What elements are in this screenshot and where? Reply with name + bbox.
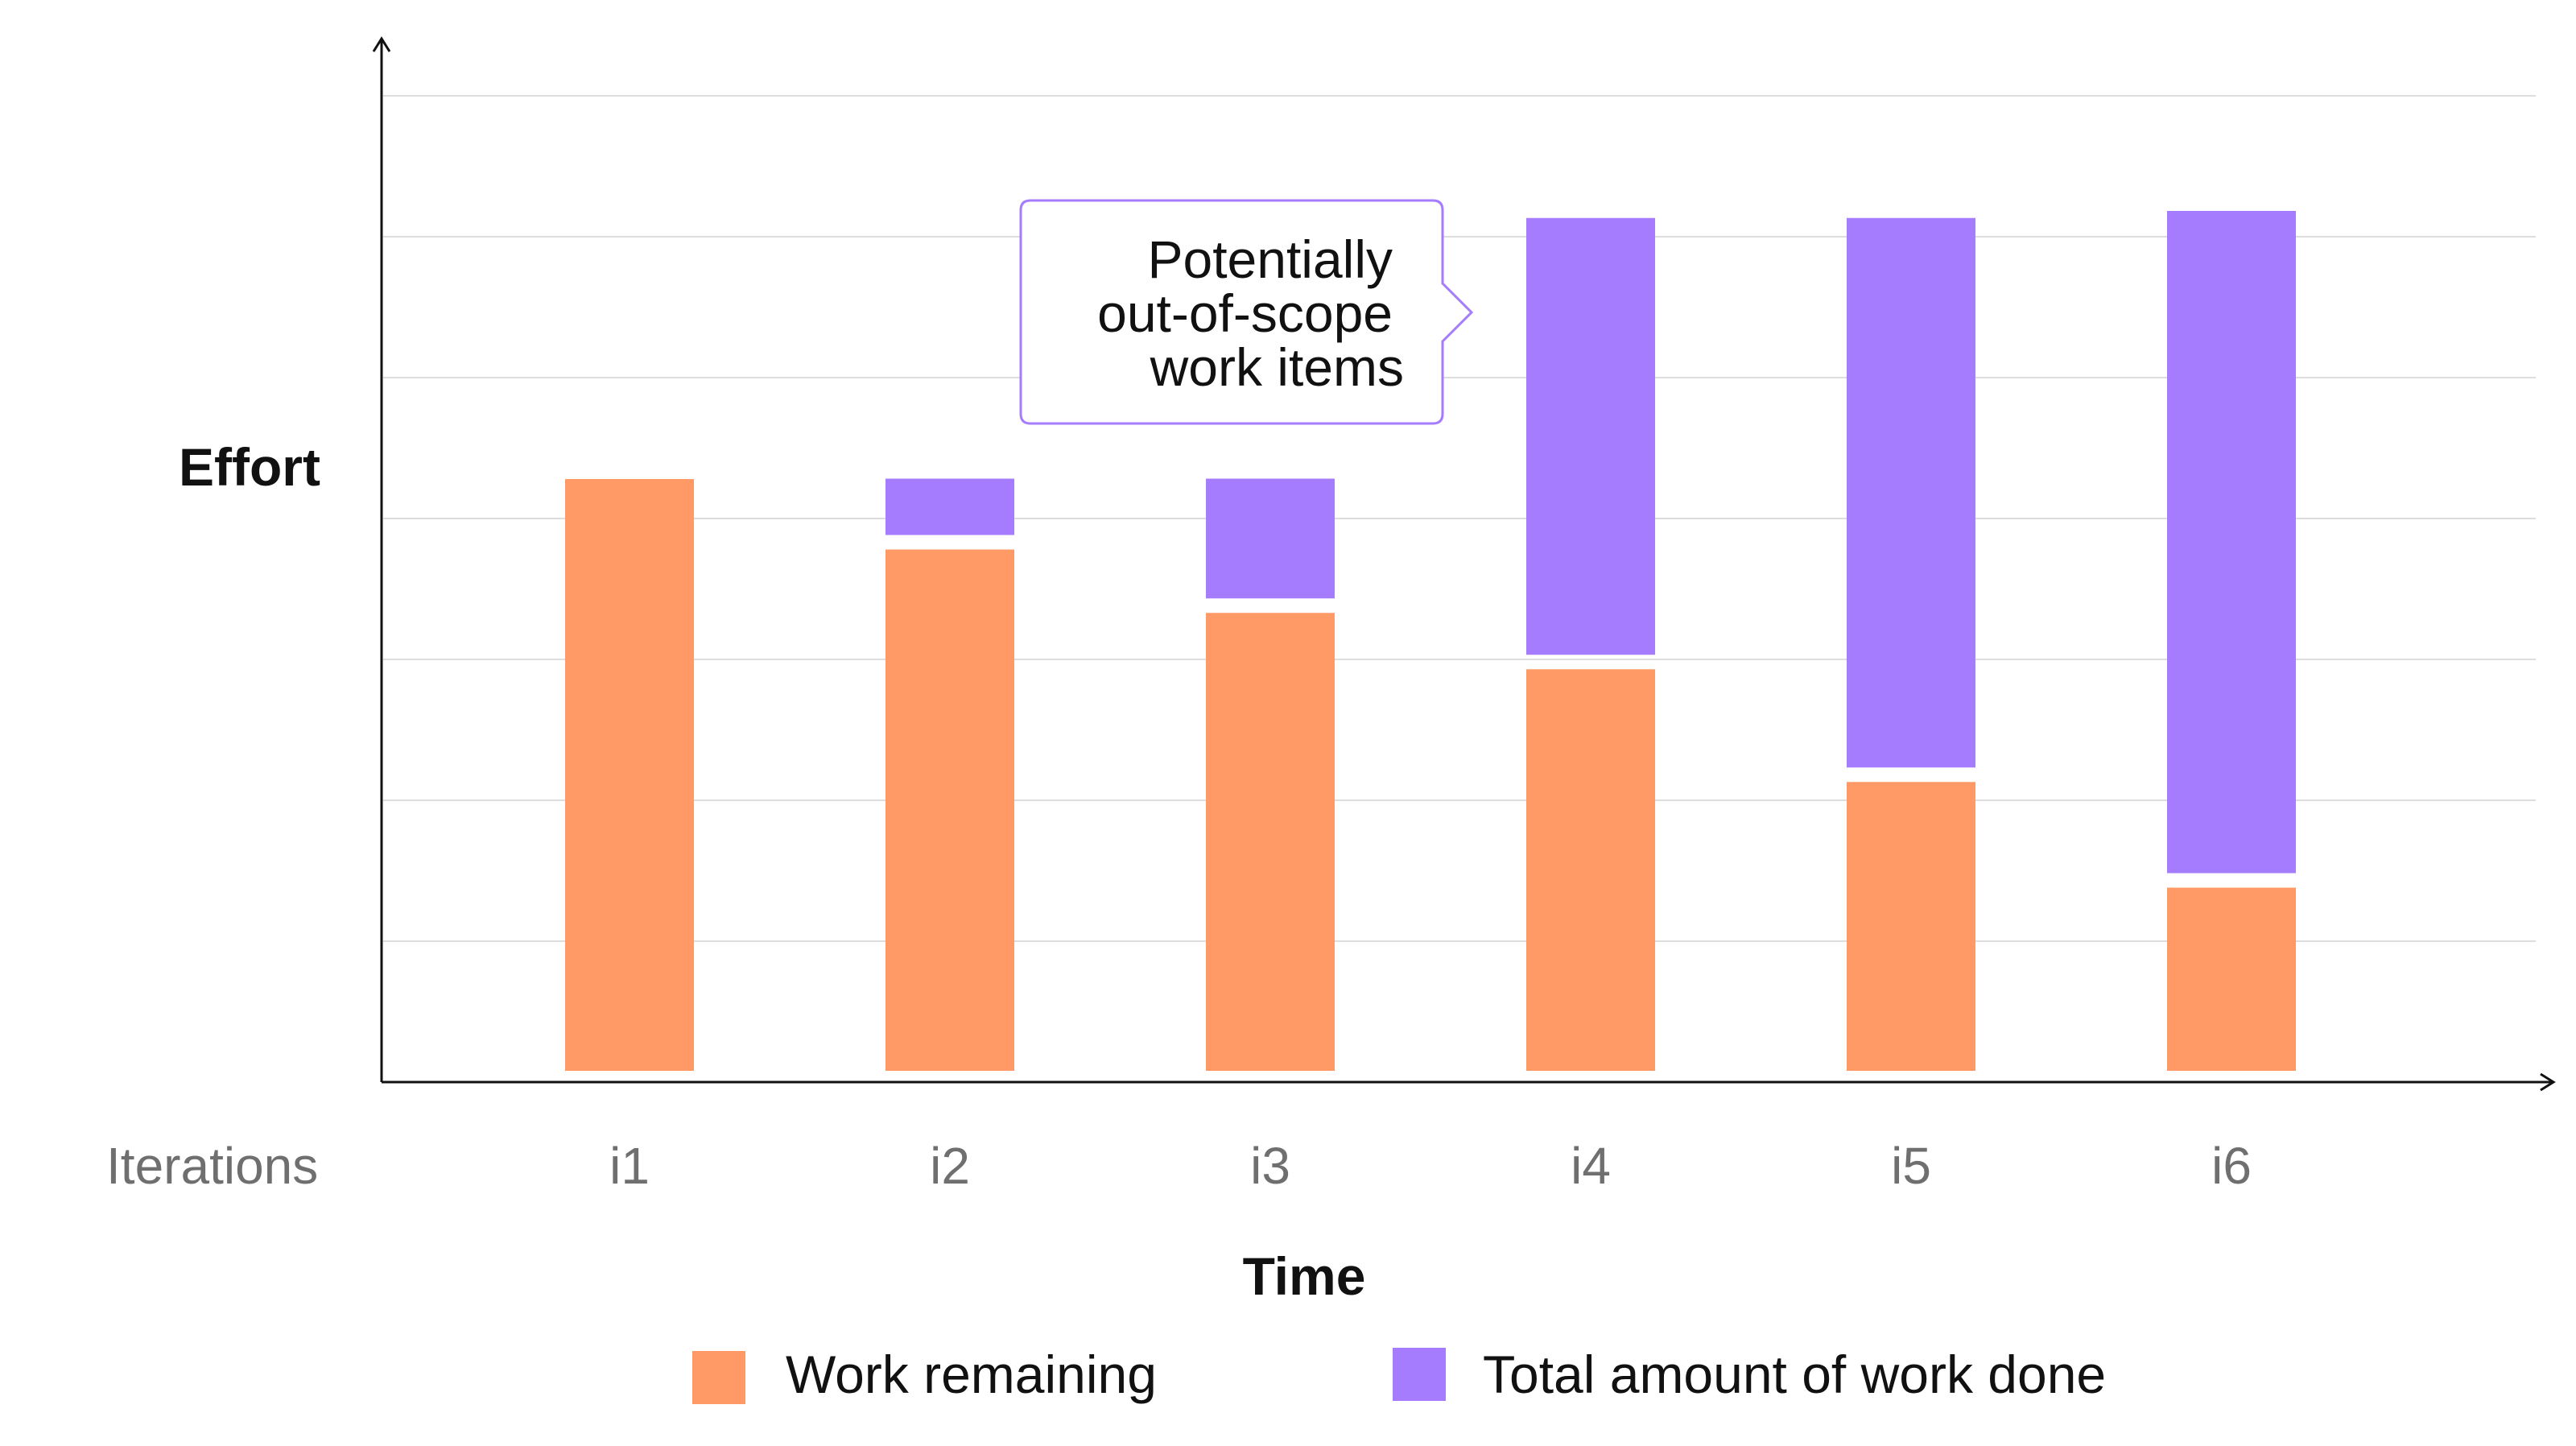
bar-i3-work-done	[1206, 478, 1335, 599]
bar-i5-work-done	[1847, 217, 1975, 768]
callout-box	[1019, 199, 1474, 425]
callout-line-1: Potentially	[1147, 229, 1393, 289]
x-axis-arrow	[2540, 1072, 2556, 1092]
x-tick-labels: i1 i2 i3 i4 i5 i6	[609, 1137, 2252, 1195]
x-axis-label: Time	[1243, 1246, 1366, 1306]
legend-swatch-work-remaining	[692, 1351, 745, 1404]
x-tick-label: i6	[2211, 1137, 2252, 1195]
legend-label-total-work-done: Total amount of work done	[1483, 1345, 2106, 1404]
legend-swatch-total-work-done	[1393, 1348, 1446, 1401]
callout-line-3: work items	[1150, 337, 1404, 397]
bar-i4-work-remaining	[1526, 669, 1655, 1071]
x-tick-label: i5	[1891, 1137, 1931, 1195]
annotation-callout: Potentially out-of-scope work items	[1019, 199, 1474, 425]
bar-i6-work-done	[2167, 211, 2296, 874]
axes	[372, 36, 2556, 1092]
legend: Work remaining Total amount of work done	[692, 1345, 2106, 1404]
bar-i4-work-done	[1526, 217, 1655, 655]
bar-i6-work-remaining	[2167, 887, 2296, 1071]
bar-i2-work-done	[886, 478, 1014, 535]
bar-i3-work-remaining	[1206, 613, 1335, 1071]
bars	[565, 211, 2296, 1071]
bar-i5-work-remaining	[1847, 782, 1975, 1071]
y-axis-label: Effort	[179, 437, 320, 497]
bar-i1-work-remaining	[565, 479, 694, 1071]
x-tick-label: i2	[930, 1137, 970, 1195]
x-tick-label: i1	[609, 1137, 650, 1195]
x-tick-label: i3	[1250, 1137, 1290, 1195]
gridlines	[383, 95, 2536, 942]
legend-label-work-remaining: Work remaining	[786, 1345, 1157, 1404]
y-axis-arrow	[372, 36, 391, 52]
bar-i2-work-remaining	[886, 549, 1014, 1071]
callout-line-2: out-of-scope	[1097, 283, 1393, 343]
category-axis-title: Iterations	[106, 1137, 318, 1195]
x-tick-label: i4	[1571, 1137, 1611, 1195]
